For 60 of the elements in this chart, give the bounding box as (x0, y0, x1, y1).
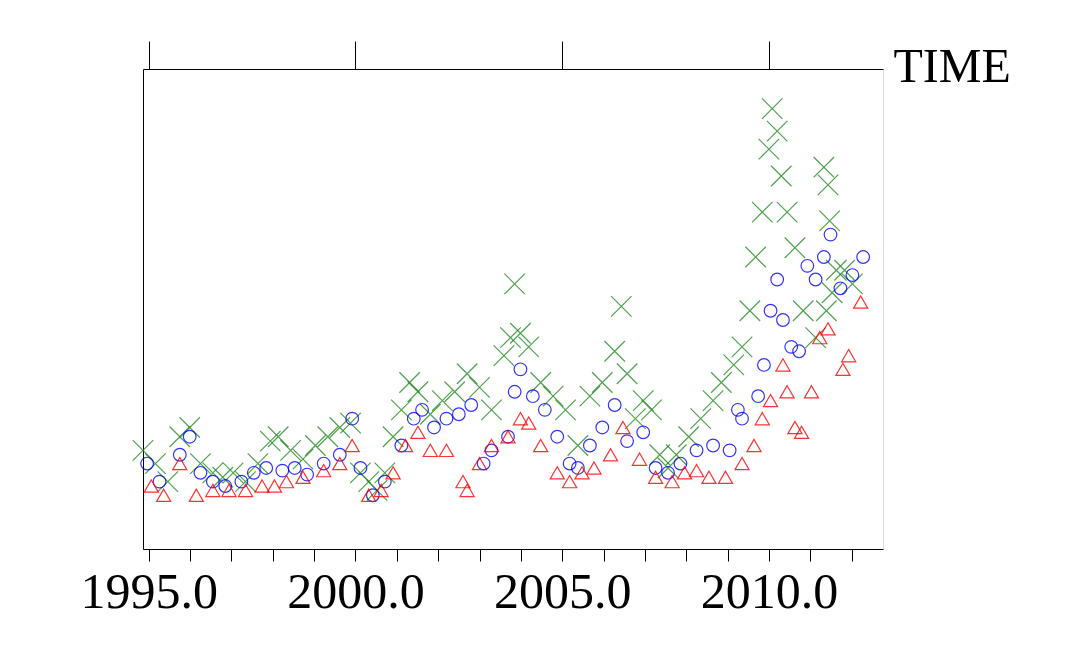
point (779, 385, 795, 399)
point (237, 483, 254, 498)
point (775, 358, 791, 372)
point (332, 456, 348, 471)
point (762, 393, 779, 408)
point (172, 456, 188, 471)
point (820, 322, 836, 336)
point (701, 470, 717, 484)
point (438, 443, 455, 458)
point (602, 448, 619, 462)
point (754, 411, 770, 426)
point (841, 348, 857, 363)
point (266, 479, 283, 493)
point (397, 438, 414, 453)
point (688, 463, 705, 478)
point (647, 470, 664, 484)
x-tick-label: 2000.0 (287, 562, 425, 619)
point (812, 330, 828, 345)
point (746, 438, 762, 453)
point (221, 483, 237, 498)
point (361, 488, 377, 502)
point (717, 470, 734, 484)
point (315, 463, 332, 478)
x-axis-title: TIME (893, 38, 1011, 92)
point (410, 425, 426, 440)
point (254, 479, 270, 493)
point (549, 466, 565, 480)
x-tick-label: 2010.0 (700, 562, 839, 619)
point (143, 479, 159, 493)
point (459, 483, 475, 498)
point (734, 456, 750, 471)
point (835, 362, 851, 377)
point (455, 474, 471, 489)
point (373, 483, 389, 498)
point (793, 425, 810, 440)
point (803, 385, 820, 399)
x-tick-label: 2005.0 (493, 562, 632, 619)
point (471, 456, 488, 471)
point (586, 461, 602, 475)
x-tick-label: 1995.0 (80, 562, 219, 619)
point (156, 488, 172, 502)
point (422, 443, 438, 458)
point (664, 474, 680, 489)
point (676, 466, 693, 480)
point (188, 488, 204, 502)
point (787, 420, 803, 435)
point (512, 411, 529, 426)
point (385, 466, 401, 480)
point (295, 470, 311, 484)
point (205, 483, 221, 498)
point (631, 452, 648, 466)
point (344, 438, 360, 453)
point (561, 474, 578, 489)
point (483, 438, 500, 453)
point (278, 474, 295, 489)
point (533, 438, 549, 453)
point (521, 416, 537, 430)
point (853, 295, 869, 309)
point (574, 466, 590, 480)
point (615, 420, 631, 435)
